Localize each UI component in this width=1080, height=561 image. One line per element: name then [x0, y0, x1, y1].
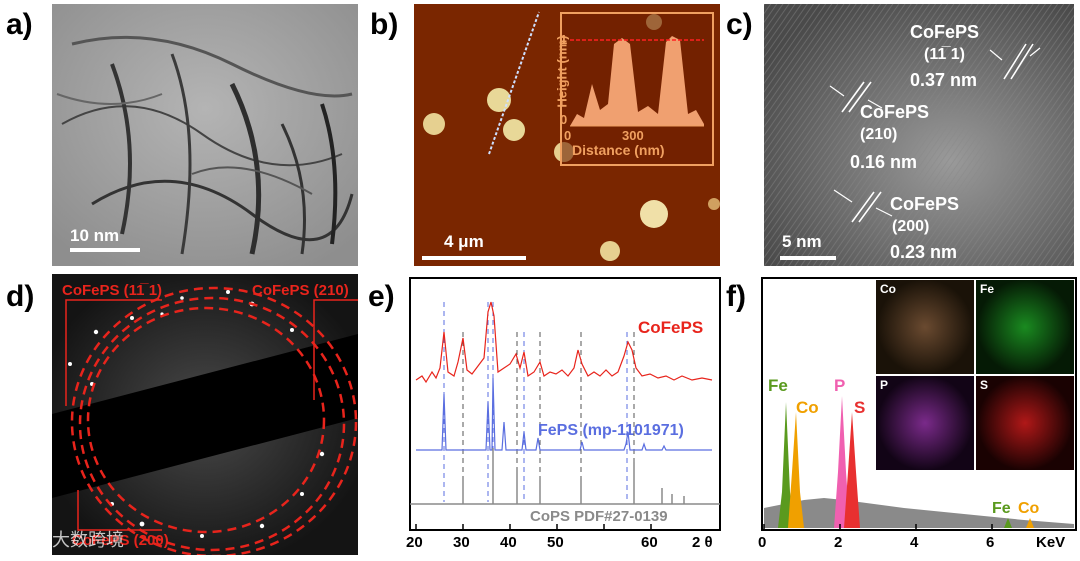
f-xlabel: KeV	[1036, 534, 1066, 551]
scale-text-b: 4 μm	[444, 232, 484, 251]
c-ann-0-plane: (11̅ 1)	[924, 46, 965, 63]
panel-e-label: e)	[368, 280, 395, 313]
e-xtick-2: 40	[500, 534, 517, 551]
map-label-fe: Fe	[980, 282, 995, 296]
f-peak-co: Co	[796, 398, 819, 417]
map-fe	[976, 280, 1074, 374]
c-ann-1-spacing: 0.16 nm	[850, 152, 918, 172]
f-peak-p: P	[834, 376, 846, 395]
f-xtick-2: 4	[910, 534, 919, 551]
e-xtick-3: 50	[547, 534, 564, 551]
d-ring-1: CoFePS (210)	[252, 282, 349, 299]
watermark: 大数跨境	[52, 530, 124, 550]
diffraction-rings	[52, 274, 358, 555]
scale-bar-a	[70, 248, 140, 252]
panel-f-label: f)	[726, 280, 746, 313]
panel-e: e)	[362, 272, 724, 561]
e-xtick-0: 20	[406, 534, 423, 551]
map-label-p: P	[880, 378, 889, 392]
e-series-2: CoPS PDF#27-0139	[530, 508, 668, 525]
f-peak-fe-kb: Fe	[992, 500, 1011, 517]
panel-b: b) 1 0 0 300 Distance (nm) Hei	[364, 0, 724, 270]
panel-c: c) CoFePS (	[724, 0, 1080, 270]
c-ann-0-name: CoFePS	[910, 22, 980, 42]
inset-ytick-0: 0	[560, 112, 568, 127]
e-xtick-5: 2 θ	[692, 534, 713, 551]
saed-pattern: CoFePS (11̅ 1) CoFePS (210) CoFePS (200)	[52, 274, 358, 555]
peak-fe	[778, 402, 794, 528]
xrd-chart	[409, 277, 721, 531]
map-label-co: Co	[880, 282, 896, 296]
afm-image: 1 0 0 300 Distance (nm) Height (nm) 4 μm	[414, 4, 720, 266]
f-xtick-0: 0	[758, 534, 767, 551]
map-label-s: S	[980, 378, 989, 392]
hrtem-image: CoFePS (11̅ 1) 0.37 nm CoFePS (210) 0.16…	[764, 4, 1074, 266]
e-series-1: FePS (mp-1101971)	[538, 422, 684, 439]
e-series-0: CoFePS	[638, 318, 704, 337]
peak-co	[788, 412, 804, 528]
panel-c-label: c)	[726, 8, 753, 41]
eds-maps: Co Fe P S	[876, 280, 1074, 470]
c-ann-2-plane: (200)	[892, 218, 930, 235]
f-peak-fe: Fe	[768, 376, 788, 395]
peak-p	[834, 396, 850, 528]
inset-ytick-1: 1	[560, 32, 568, 47]
inset-xlabel: Distance (nm)	[572, 142, 665, 158]
scale-text-a: 10 nm	[70, 226, 120, 245]
panel-a-label: a)	[6, 8, 33, 41]
f-peak-s: S	[854, 398, 866, 417]
tem-image-a: 10 nm	[52, 4, 358, 266]
series-cops-sticks	[462, 448, 685, 504]
c-ann-0-spacing: 0.37 nm	[910, 70, 978, 90]
panel-b-label: b)	[370, 8, 399, 41]
panel-d-label: d)	[6, 280, 35, 313]
inset-xtick-0: 0	[564, 128, 572, 143]
panel-a: a) 10 nm	[0, 0, 360, 270]
tem-sheets	[52, 4, 358, 266]
inset-xtick-1: 300	[622, 128, 644, 143]
map-s	[976, 376, 1074, 470]
c-ann-1-name: CoFePS	[860, 102, 930, 122]
c-ann-1-plane: (210)	[860, 126, 898, 143]
d-ring-2: CoFePS (200)	[72, 532, 169, 549]
f-xtick-1: 2	[834, 534, 843, 551]
inset-ylabel: Height (nm)	[554, 35, 570, 108]
scale-bar-b	[422, 256, 526, 260]
afm-inset: 1 0 0 300 Distance (nm) Height (nm)	[555, 12, 714, 166]
e-xtick-4: 60	[641, 534, 658, 551]
height-profile	[570, 36, 704, 127]
f-xtick-3: 6	[986, 534, 995, 551]
map-p	[876, 376, 974, 470]
panel-d: d)	[0, 272, 360, 561]
scale-text-c: 5 nm	[782, 232, 822, 251]
series-cofeps-line	[415, 301, 713, 384]
scale-bar-c	[780, 256, 836, 260]
panel-f: f) Fe Co P S Fe Co 0 2 4 6 KeV Co Fe P	[724, 272, 1080, 561]
e-xtick-1: 30	[453, 534, 470, 551]
peak-s	[844, 412, 860, 528]
map-co	[876, 280, 974, 374]
lattice-fringes	[764, 4, 1074, 266]
c-ann-2-spacing: 0.23 nm	[890, 242, 958, 262]
series-feps-line	[416, 377, 712, 451]
c-ann-2-name: CoFePS	[890, 194, 960, 214]
f-peak-co-kb: Co	[1018, 500, 1040, 517]
d-ring-0: CoFePS (11̅ 1)	[62, 282, 163, 299]
